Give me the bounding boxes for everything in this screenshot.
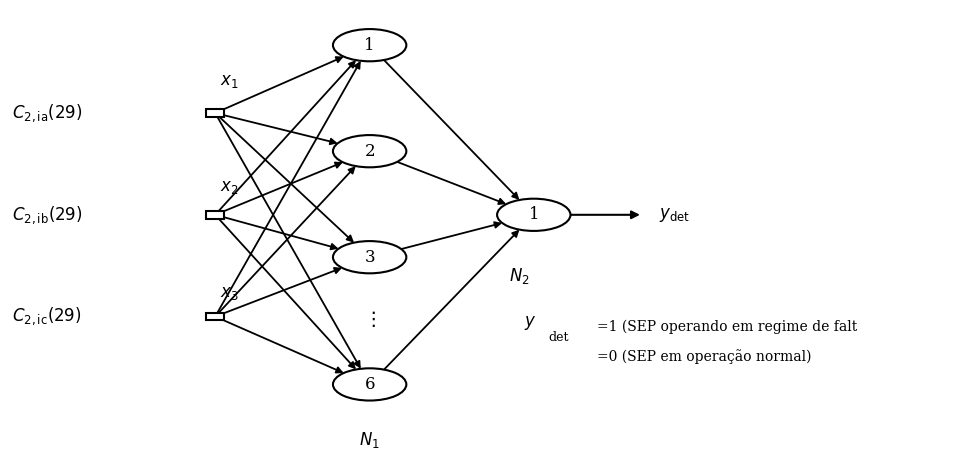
Text: =0 (SEP em operação normal): =0 (SEP em operação normal) xyxy=(596,349,811,364)
Text: $\vdots$: $\vdots$ xyxy=(363,309,376,328)
Text: 2: 2 xyxy=(364,143,375,160)
Circle shape xyxy=(333,29,406,61)
Text: det: det xyxy=(549,331,569,344)
Circle shape xyxy=(333,368,406,400)
Text: 1: 1 xyxy=(528,206,539,223)
Text: $C_{2,\mathrm{ib}}(29)$: $C_{2,\mathrm{ib}}(29)$ xyxy=(13,204,83,225)
Text: =1 (SEP operando em regime de falt: =1 (SEP operando em regime de falt xyxy=(596,320,856,334)
Text: $N_2$: $N_2$ xyxy=(509,266,529,286)
Circle shape xyxy=(333,241,406,273)
Text: 1: 1 xyxy=(364,37,375,54)
Bar xyxy=(207,109,224,117)
Text: $y_{\mathrm{det}}$: $y_{\mathrm{det}}$ xyxy=(659,206,690,224)
Text: $N_1$: $N_1$ xyxy=(359,430,380,450)
Text: $x_2$: $x_2$ xyxy=(220,179,239,196)
Bar xyxy=(207,211,224,219)
Circle shape xyxy=(333,135,406,167)
Text: $y$: $y$ xyxy=(524,314,537,332)
Text: $C_{2,\mathrm{ic}}(29)$: $C_{2,\mathrm{ic}}(29)$ xyxy=(13,306,82,327)
Text: 6: 6 xyxy=(364,376,375,393)
Text: 3: 3 xyxy=(364,249,375,266)
Bar xyxy=(207,313,224,320)
Text: $C_{2,\mathrm{ia}}(29)$: $C_{2,\mathrm{ia}}(29)$ xyxy=(13,102,83,124)
Text: $x_3$: $x_3$ xyxy=(220,285,239,302)
Text: $x_1$: $x_1$ xyxy=(220,73,239,90)
Circle shape xyxy=(497,199,570,231)
